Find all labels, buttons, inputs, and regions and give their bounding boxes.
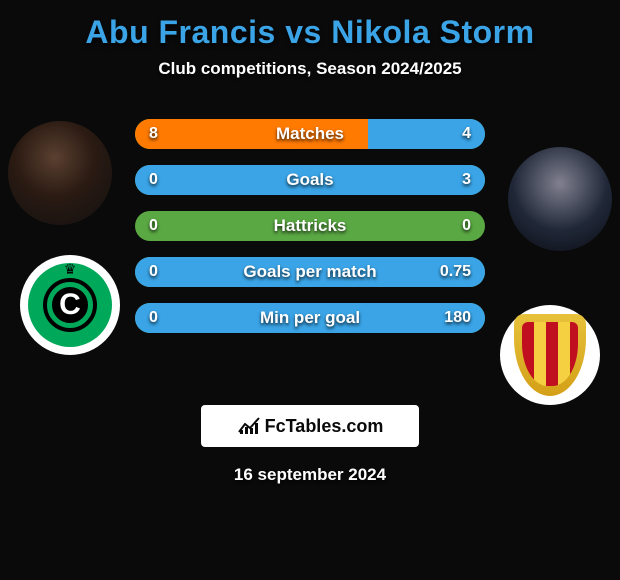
stat-bar: 8 4 Matches [135, 119, 485, 149]
stat-value-right: 180 [444, 309, 471, 327]
stat-label: Hattricks [274, 216, 347, 236]
date: 16 september 2024 [0, 465, 620, 485]
stat-bar: 0 0.75 Goals per match [135, 257, 485, 287]
stat-value-right: 0.75 [440, 263, 471, 281]
site-badge-text: FcTables.com [265, 416, 384, 437]
stat-value-right: 0 [462, 217, 471, 235]
page-title: Abu Francis vs Nikola Storm [0, 10, 620, 59]
site-badge: FcTables.com [201, 405, 419, 447]
stat-label: Min per goal [260, 308, 360, 328]
stat-bar: 0 3 Goals [135, 165, 485, 195]
player-right-avatar [508, 147, 612, 251]
cercle-crest-icon: ♛ C [28, 263, 112, 347]
stat-value-right: 3 [462, 171, 471, 189]
stat-value-right: 4 [462, 125, 471, 143]
subtitle: Club competitions, Season 2024/2025 [0, 59, 620, 99]
chart-icon [237, 416, 261, 436]
stat-value-left: 0 [149, 171, 158, 189]
stat-value-left: 0 [149, 263, 158, 281]
stat-value-left: 0 [149, 309, 158, 327]
stat-bars: 8 4 Matches 0 3 Goals 0 0 Hattricks 0 0.75 Goals pe… [135, 119, 485, 349]
club-left-badge: ♛ C [20, 255, 120, 355]
stat-bar: 0 180 Min per goal [135, 303, 485, 333]
comparison-card: Abu Francis vs Nikola Storm Club competi… [0, 0, 620, 485]
stat-bar: 0 0 Hattricks [135, 211, 485, 241]
club-right-badge [500, 305, 600, 405]
comparison-area: ♛ C 8 4 Matches 0 3 Goals 0 0 Hattricks 0 0.75 Goal… [0, 99, 620, 399]
mechelen-crest-icon [514, 314, 586, 396]
stat-value-left: 8 [149, 125, 158, 143]
stat-label: Goals [286, 170, 333, 190]
stat-value-left: 0 [149, 217, 158, 235]
stat-label: Matches [276, 124, 344, 144]
stat-label: Goals per match [243, 262, 376, 282]
player-left-avatar [8, 121, 112, 225]
